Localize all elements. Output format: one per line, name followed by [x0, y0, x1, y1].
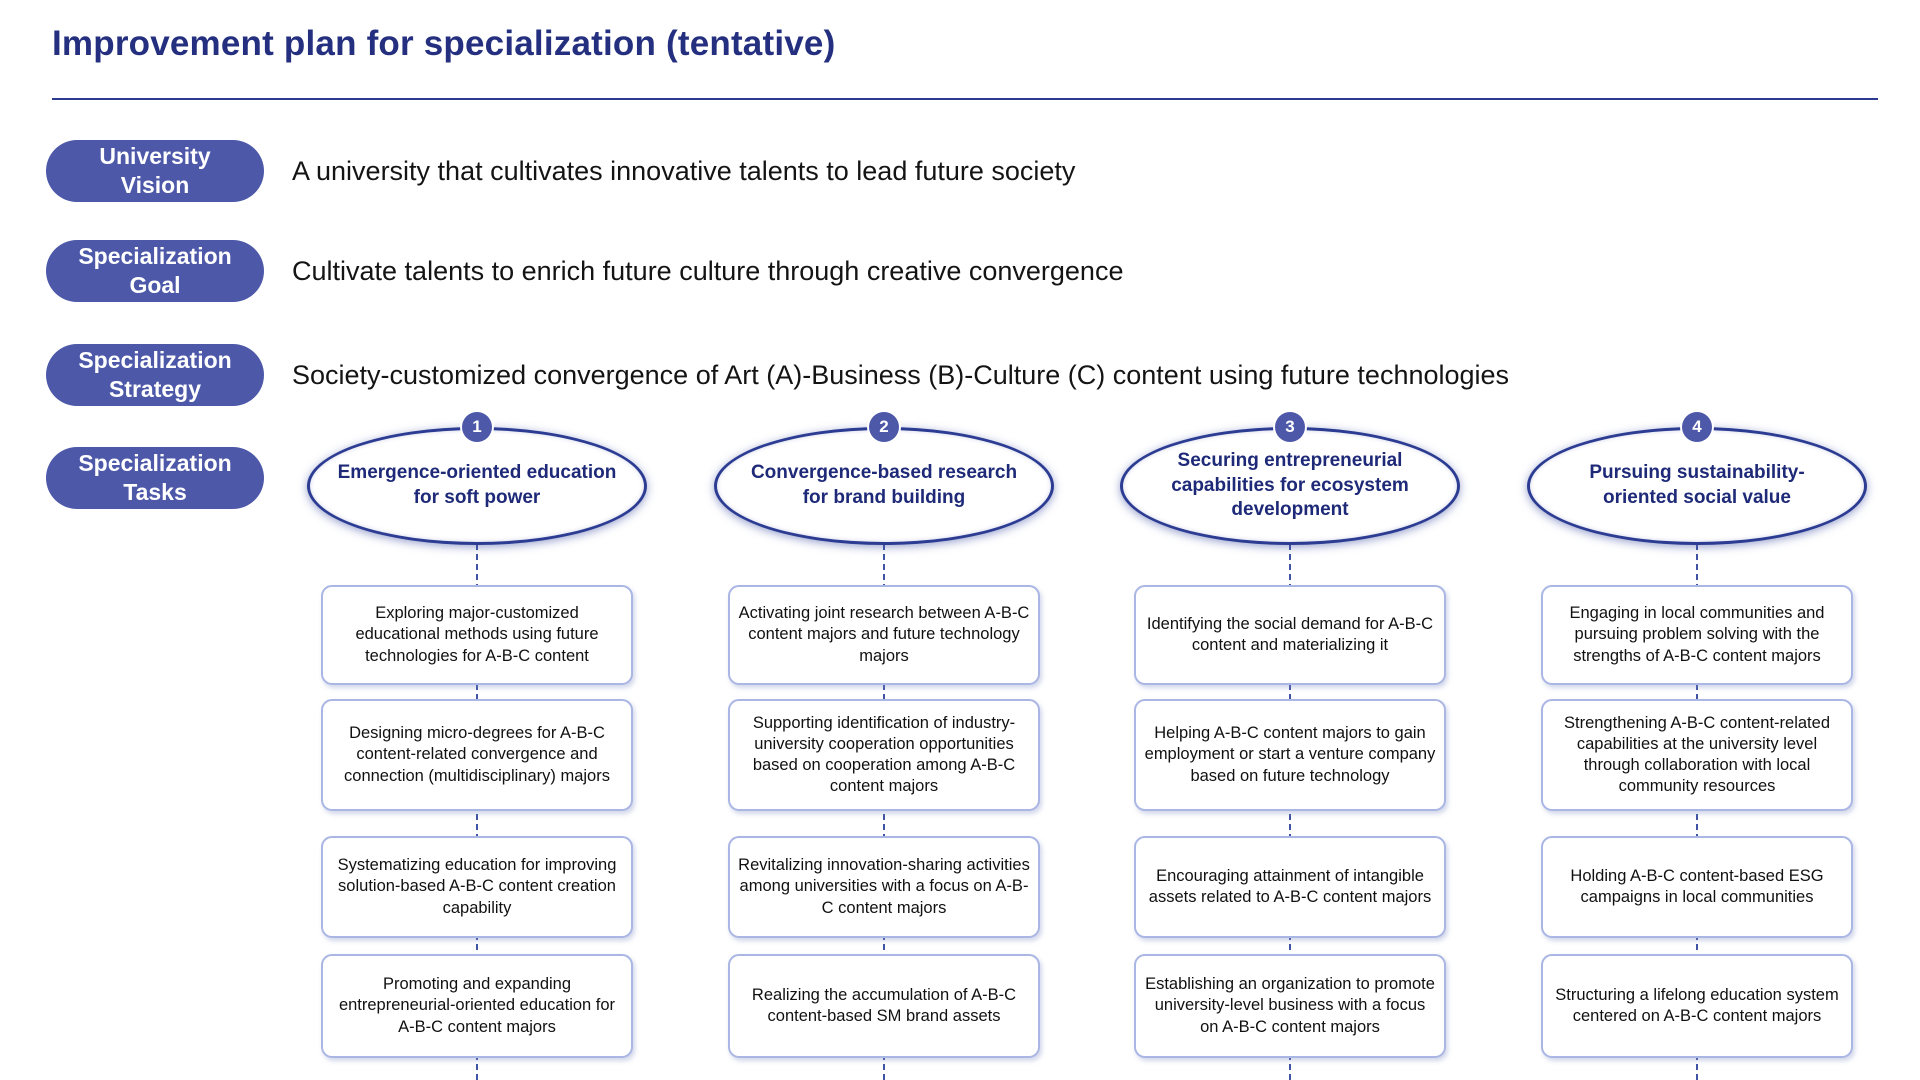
- university-vision-text: A university that cultivates innovative …: [292, 155, 1076, 186]
- task-item-text: Promoting and expanding entrepreneurial-…: [338, 975, 616, 1036]
- task-heading: Emergence-oriented education for soft po…: [337, 462, 617, 508]
- specialization-goal-pill: Specialization Goal: [46, 240, 264, 302]
- task-number-badge: 3: [1275, 412, 1305, 442]
- specialization-strategy-text: Society-customized convergence of Art (A…: [292, 359, 1510, 390]
- row-university-vision: University Vision A university that cult…: [46, 140, 1075, 202]
- task-item: Designing micro-degrees for A-B-C conten…: [321, 699, 633, 811]
- pill-label-line: Specialization: [78, 243, 232, 270]
- task-item: Structuring a lifelong education system …: [1541, 954, 1853, 1058]
- row-specialization-tasks: Specialization Tasks: [46, 447, 264, 509]
- pill-label-line: Goal: [129, 272, 181, 298]
- row-specialization-strategy: Specialization Strategy Society-customiz…: [46, 344, 1509, 406]
- task-heading-ellipse: Convergence-based research for brand bui…: [714, 427, 1054, 545]
- row-specialization-goal: Specialization Goal Cultivate talents to…: [46, 240, 1123, 302]
- university-vision-pill: University Vision: [46, 140, 264, 202]
- task-item-text: Designing micro-degrees for A-B-C conten…: [344, 724, 610, 785]
- pill-label-line: Strategy: [108, 376, 202, 402]
- task-heading: Convergence-based research for brand bui…: [750, 462, 1018, 508]
- task-item-text: Helping A-B-C content majors to gain emp…: [1144, 724, 1436, 785]
- connector-line: [476, 544, 478, 1080]
- specialization-strategy-pill: Specialization Strategy: [46, 344, 264, 406]
- task-column-3: 3 Securing entrepreneurial capabilities …: [1080, 412, 1500, 1080]
- pill-label-line: Tasks: [123, 479, 187, 505]
- task-item: Holding A-B-C content-based ESG campaign…: [1541, 836, 1853, 938]
- task-item-text: Identifying the social demand for A-B-C …: [1146, 614, 1434, 654]
- task-heading: Pursuing sustainability-oriented social …: [1589, 462, 1805, 508]
- task-item-text: Exploring major-customized educational m…: [355, 604, 599, 665]
- task-item: Identifying the social demand for A-B-C …: [1134, 585, 1446, 685]
- task-column-1: 1 Emergence-oriented education for soft …: [267, 412, 687, 1080]
- task-item-text: Strengthening A-B-C content-related capa…: [1564, 713, 1830, 796]
- task-item-text: Engaging in local communities and pursui…: [1569, 604, 1825, 665]
- task-heading: Securing entrepreneurial capabilities fo…: [1171, 449, 1409, 521]
- task-item-text: Supporting identification of industry-un…: [752, 713, 1016, 796]
- pill-label-line: Vision: [120, 172, 190, 198]
- task-item: Encouraging attainment of intangible ass…: [1134, 836, 1446, 938]
- connector-line: [1289, 544, 1291, 1080]
- task-item: Exploring major-customized educational m…: [321, 585, 633, 685]
- pill-label-line: Specialization: [78, 347, 232, 374]
- task-item-text: Realizing the accumulation of A-B-C cont…: [751, 985, 1017, 1025]
- task-item: Promoting and expanding entrepreneurial-…: [321, 954, 633, 1058]
- task-item: Systematizing education for improving so…: [321, 836, 633, 938]
- task-item-text: Encouraging attainment of intangible ass…: [1148, 866, 1432, 906]
- connector-line: [1696, 544, 1698, 1080]
- task-item: Helping A-B-C content majors to gain emp…: [1134, 699, 1446, 811]
- task-item: Activating joint research between A-B-C …: [728, 585, 1040, 685]
- task-item: Strengthening A-B-C content-related capa…: [1541, 699, 1853, 811]
- title-divider: [52, 98, 1878, 100]
- task-item: Supporting identification of industry-un…: [728, 699, 1040, 811]
- page-title: Improvement plan for specialization (ten…: [52, 24, 836, 63]
- task-item-text: Activating joint research between A-B-C …: [738, 604, 1030, 665]
- task-item: Revitalizing innovation-sharing activiti…: [728, 836, 1040, 938]
- connector-line: [883, 544, 885, 1080]
- task-item: Establishing an organization to promote …: [1134, 954, 1446, 1058]
- task-item-text: Systematizing education for improving so…: [337, 856, 617, 917]
- task-number-badge: 2: [869, 412, 899, 442]
- task-item: Engaging in local communities and pursui…: [1541, 585, 1853, 685]
- task-item-text: Establishing an organization to promote …: [1145, 975, 1435, 1036]
- task-item-text: Structuring a lifelong education system …: [1555, 985, 1839, 1025]
- task-item: Realizing the accumulation of A-B-C cont…: [728, 954, 1040, 1058]
- specialization-goal-text: Cultivate talents to enrich future cultu…: [292, 255, 1124, 286]
- task-heading-ellipse: Emergence-oriented education for soft po…: [307, 427, 647, 545]
- task-column-2: 2 Convergence-based research for brand b…: [674, 412, 1094, 1080]
- task-heading-ellipse: Securing entrepreneurial capabilities fo…: [1120, 427, 1460, 545]
- task-item-text: Holding A-B-C content-based ESG campaign…: [1570, 866, 1824, 906]
- specialization-tasks-pill: Specialization Tasks: [46, 447, 264, 509]
- pill-label-line: Specialization: [78, 450, 232, 477]
- task-number-badge: 4: [1682, 412, 1712, 442]
- task-column-4: 4 Pursuing sustainability-oriented socia…: [1487, 412, 1907, 1080]
- task-item-text: Revitalizing innovation-sharing activiti…: [738, 856, 1030, 917]
- task-number-badge: 1: [462, 412, 492, 442]
- task-heading-ellipse: Pursuing sustainability-oriented social …: [1527, 427, 1867, 545]
- pill-label-line: University: [99, 143, 211, 170]
